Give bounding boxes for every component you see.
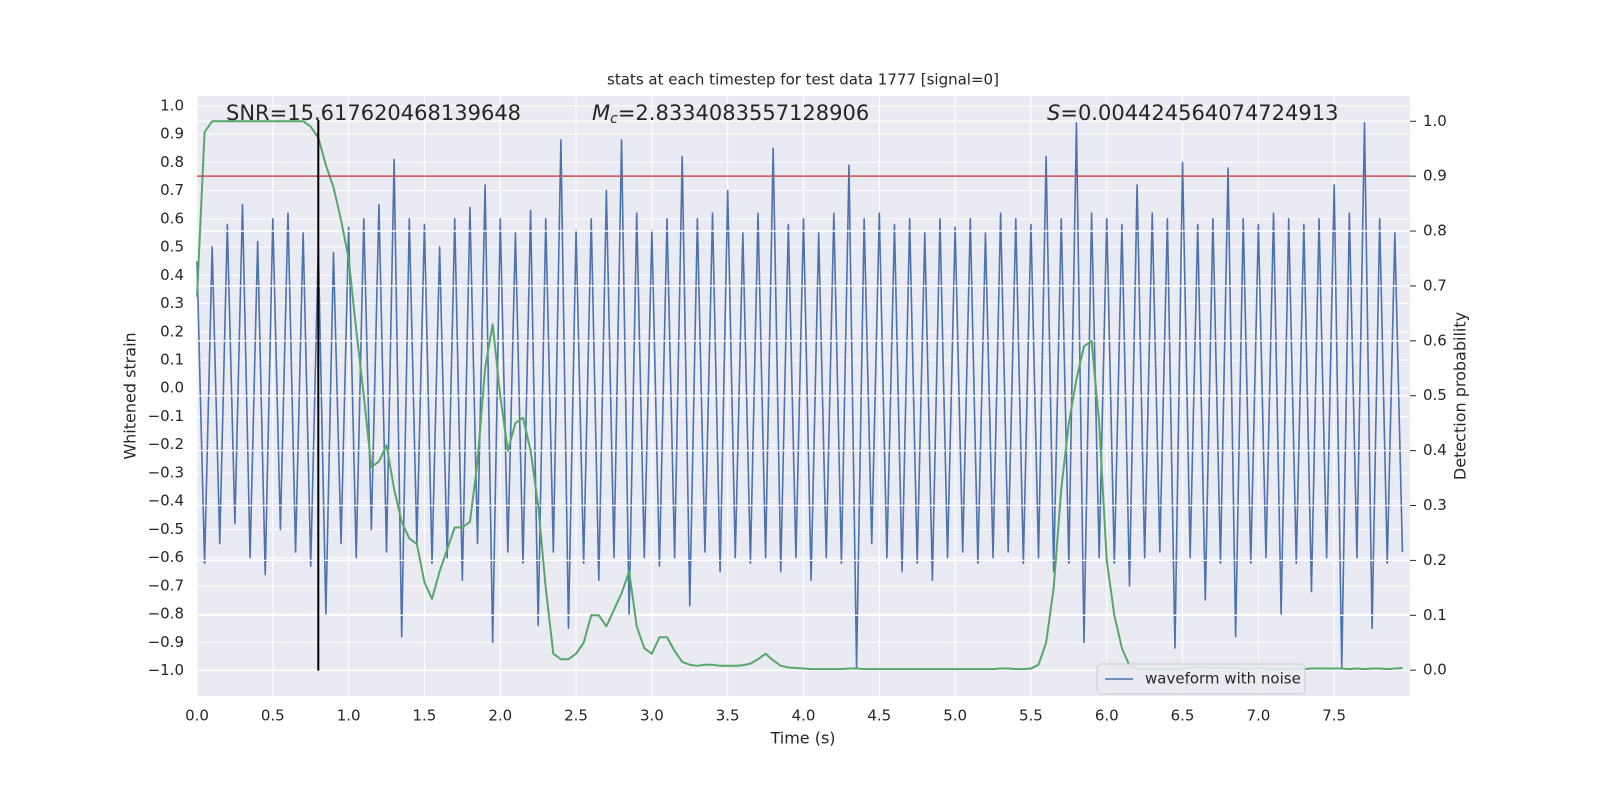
y-axis-label: Whitened strain: [121, 332, 140, 459]
y2-tick-label: 1.0: [1423, 112, 1447, 130]
y2-tick-label: 0.5: [1423, 386, 1447, 404]
y2-tick-label: 0.3: [1423, 496, 1447, 514]
chart-title: stats at each timestep for test data 177…: [607, 71, 999, 89]
x-tick-label: 6.5: [1171, 707, 1195, 725]
y-tick-label: 0.4: [160, 266, 184, 284]
y-tick-label: −0.1: [148, 407, 184, 425]
x-tick-label: 3.5: [716, 707, 740, 725]
annotation: SNR=15.617620468139648: [226, 101, 521, 125]
y-tick-label: 0.5: [160, 238, 184, 256]
x-tick-label: 5.5: [1019, 707, 1043, 725]
x-tick-label: 1.5: [413, 707, 437, 725]
x-tick-label: 1.0: [337, 707, 361, 725]
y-tick-label: 0.7: [160, 181, 184, 199]
x-tick-label: 2.5: [564, 707, 588, 725]
y-tick-label: 0.9: [160, 125, 184, 143]
x-tick-label: 6.0: [1095, 707, 1119, 725]
y-tick-label: 0.0: [160, 379, 184, 397]
y-tick-label: −0.5: [148, 520, 184, 538]
y-tick-label: 0.2: [160, 322, 184, 340]
y-tick-label: −1.0: [148, 661, 184, 679]
y2-tick-label: 0.2: [1423, 551, 1447, 569]
x-tick-label: 4.5: [867, 707, 891, 725]
x-tick-label: 0.0: [185, 707, 209, 725]
x-tick-label: 7.0: [1246, 707, 1270, 725]
y-tick-label: 0.8: [160, 153, 184, 171]
y2-tick-label: 0.0: [1423, 661, 1447, 679]
y-tick-label: −0.4: [148, 492, 184, 510]
x-tick-label: 0.5: [261, 707, 285, 725]
y-tick-label: −0.3: [148, 463, 184, 481]
y-tick-label: 1.0: [160, 96, 184, 114]
marks: [196, 122, 1404, 669]
y-tick-label: 0.6: [160, 209, 184, 227]
y2-tick-label: 0.1: [1423, 606, 1447, 624]
x-tick-label: 7.5: [1322, 707, 1346, 725]
y2-tick-label: 0.9: [1423, 167, 1447, 185]
y-tick-label: 0.1: [160, 351, 184, 369]
x-tick-label: 3.0: [640, 707, 664, 725]
legend-label: waveform with noise: [1145, 670, 1301, 688]
y-tick-label: −0.2: [148, 435, 184, 453]
y-tick-label: −0.9: [148, 633, 184, 651]
overlay: SNR=15.617620468139648 Mc=2.8334083557128…: [196, 101, 1410, 695]
y-tick-label: 0.3: [160, 294, 184, 312]
x-tick-label: 2.0: [488, 707, 512, 725]
y2-tick-label: 0.7: [1423, 276, 1447, 294]
waveform-line: [196, 122, 1404, 669]
annotation: Mc=2.8334083557128906: [592, 101, 869, 127]
y2-tick-label: 0.8: [1423, 222, 1447, 240]
annotation: S=0.004424564074724913: [1047, 101, 1338, 125]
y-tick-label: −0.8: [148, 605, 184, 623]
y-tick-label: −0.7: [148, 576, 184, 594]
legend-box: [1096, 663, 1306, 695]
y2-tick-label: 0.4: [1423, 441, 1447, 459]
y-tick-label: −0.6: [148, 548, 184, 566]
y2-tick-label: 0.6: [1423, 331, 1447, 349]
y2-axis-label: Detection probability: [1451, 312, 1470, 480]
x-tick-label: 5.0: [943, 707, 967, 725]
x-tick-label: 4.0: [792, 707, 816, 725]
x-axis-label: Time (s): [769, 729, 835, 748]
